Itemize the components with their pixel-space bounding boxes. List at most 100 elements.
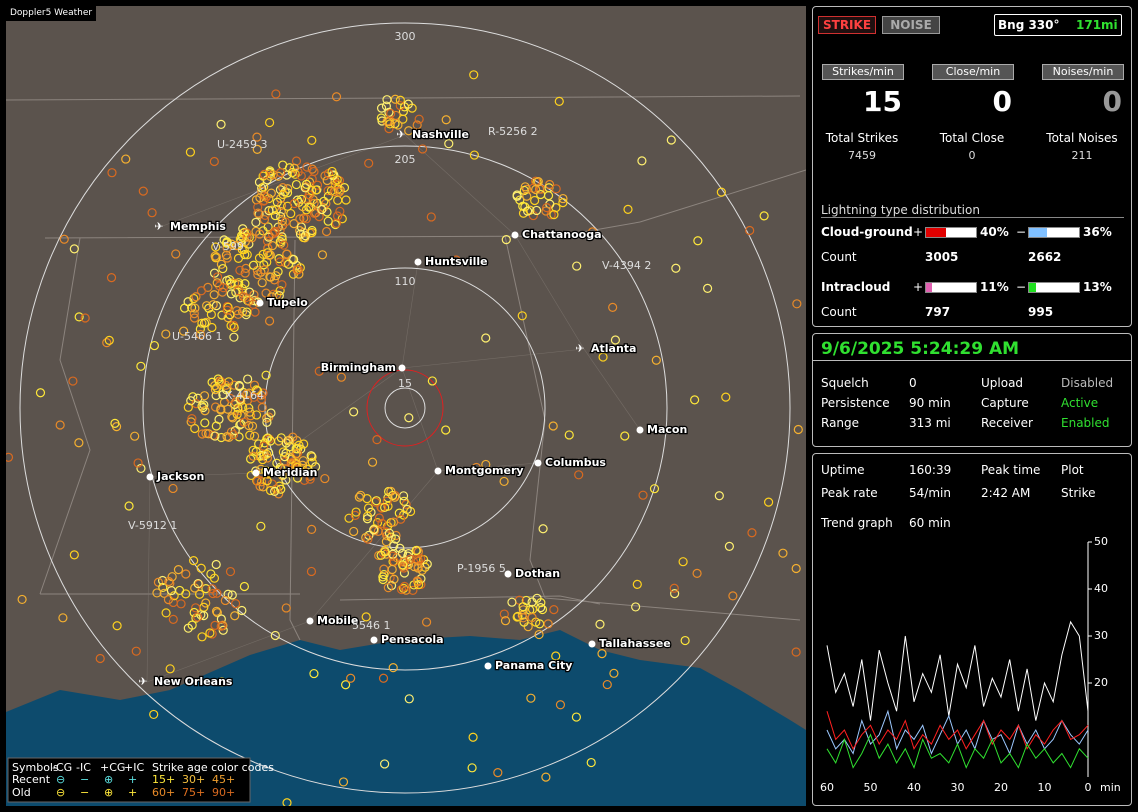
strike-symbol [107, 168, 117, 178]
strike-symbol [395, 95, 405, 105]
strike-symbol [237, 232, 247, 242]
city-label: Tallahassee [599, 637, 671, 650]
strike-symbol [306, 451, 316, 461]
strike-symbol [408, 585, 418, 595]
strike-symbol [110, 418, 120, 428]
strike-symbol [253, 202, 263, 212]
strike-symbol [265, 485, 276, 496]
city-label: New Orleans [154, 675, 233, 688]
rate-value: 0 [1102, 85, 1122, 118]
strike-symbol [693, 236, 703, 246]
strike-symbol [281, 475, 291, 485]
strike-symbol [376, 103, 387, 113]
strike-symbol [281, 603, 291, 613]
strike-symbol [166, 585, 176, 596]
strike-symbol [230, 426, 240, 436]
strike-symbol [265, 250, 275, 260]
strike-symbol [394, 508, 404, 518]
strike-symbol [499, 609, 509, 619]
strike-symbol [338, 777, 349, 787]
strike-symbol [191, 292, 201, 302]
strike-symbol [149, 709, 159, 720]
strike-symbol [195, 324, 205, 334]
city-label: Mobile [317, 614, 358, 627]
strike-symbol [258, 249, 268, 259]
strike-symbol [131, 646, 141, 656]
strike-symbol [404, 694, 414, 704]
percent: 40% [980, 225, 1009, 239]
strike-symbol [714, 491, 724, 501]
strike-symbol [193, 578, 203, 589]
strike-symbol [206, 309, 216, 320]
datetime: 9/6/2025 5:24:29 AM [821, 339, 1020, 359]
strike-symbol [255, 193, 265, 203]
strike-symbol [389, 574, 399, 584]
strike-symbol [243, 374, 253, 384]
trend-line [826, 733, 1089, 769]
strike-symbol [265, 117, 275, 128]
setting: Receiver [981, 416, 1033, 430]
x-tick-label: 50 [864, 781, 878, 794]
strike-symbol [216, 621, 226, 631]
strike-symbol [223, 589, 233, 599]
strike-symbol [300, 231, 310, 241]
strike-symbol [291, 449, 301, 459]
strike-symbol [414, 114, 424, 124]
city-dot [534, 459, 542, 467]
strike-symbol [270, 630, 280, 641]
y-tick-label: 40 [1094, 582, 1108, 595]
strike-symbol [242, 250, 252, 260]
strike-symbol [216, 377, 227, 387]
sign: − [1016, 225, 1027, 239]
city-label: Birmingham [321, 361, 396, 374]
strike-symbol [246, 454, 256, 464]
strike-symbol [367, 457, 378, 467]
strike-symbol [262, 449, 272, 459]
strike-symbol [136, 361, 146, 371]
strike-symbol [210, 251, 220, 261]
strike-symbol [278, 183, 288, 193]
strike-symbol [536, 189, 546, 200]
strike-symbol [586, 757, 596, 768]
divider [813, 360, 1131, 361]
strike-symbol [259, 215, 270, 225]
strike-symbol [285, 435, 295, 445]
strike-button[interactable]: STRIKE [818, 16, 876, 34]
range-ring [264, 267, 546, 549]
stat: Peak time [981, 463, 1041, 477]
strike-symbol [197, 401, 207, 411]
strike-symbol [792, 299, 802, 309]
airport-icon: ✈ [154, 220, 163, 233]
strike-symbol [212, 588, 222, 598]
strike-symbol [186, 396, 196, 406]
total-value: 7459 [848, 149, 876, 162]
strike-symbol [545, 179, 555, 190]
stat: 54/min [909, 486, 951, 500]
strike-symbol [294, 269, 304, 279]
strike-symbol [245, 430, 255, 440]
strike-symbol [244, 296, 254, 306]
strike-symbol [202, 301, 212, 311]
strike-symbol [102, 338, 112, 348]
strike-symbol [209, 290, 219, 300]
strike-symbol [380, 502, 390, 513]
range-label: 300 [395, 30, 416, 43]
strike-symbol [317, 250, 328, 260]
strike-symbol [259, 169, 269, 179]
strike-symbol [106, 273, 117, 283]
trend-line [826, 711, 1089, 751]
city-dot [484, 662, 492, 670]
strike-symbol [409, 562, 419, 572]
strike-symbol [199, 400, 209, 410]
strike-symbol [235, 420, 245, 430]
bar [1029, 283, 1036, 292]
strike-symbol [377, 518, 387, 528]
strike-symbol [291, 179, 302, 190]
noise-button[interactable]: NOISE [882, 16, 940, 34]
strike-symbol [289, 219, 299, 229]
strike-symbol [522, 191, 532, 201]
city-dot [146, 473, 154, 481]
strike-symbol [270, 486, 280, 496]
strike-symbol [222, 431, 232, 442]
strike-symbol [311, 185, 321, 195]
